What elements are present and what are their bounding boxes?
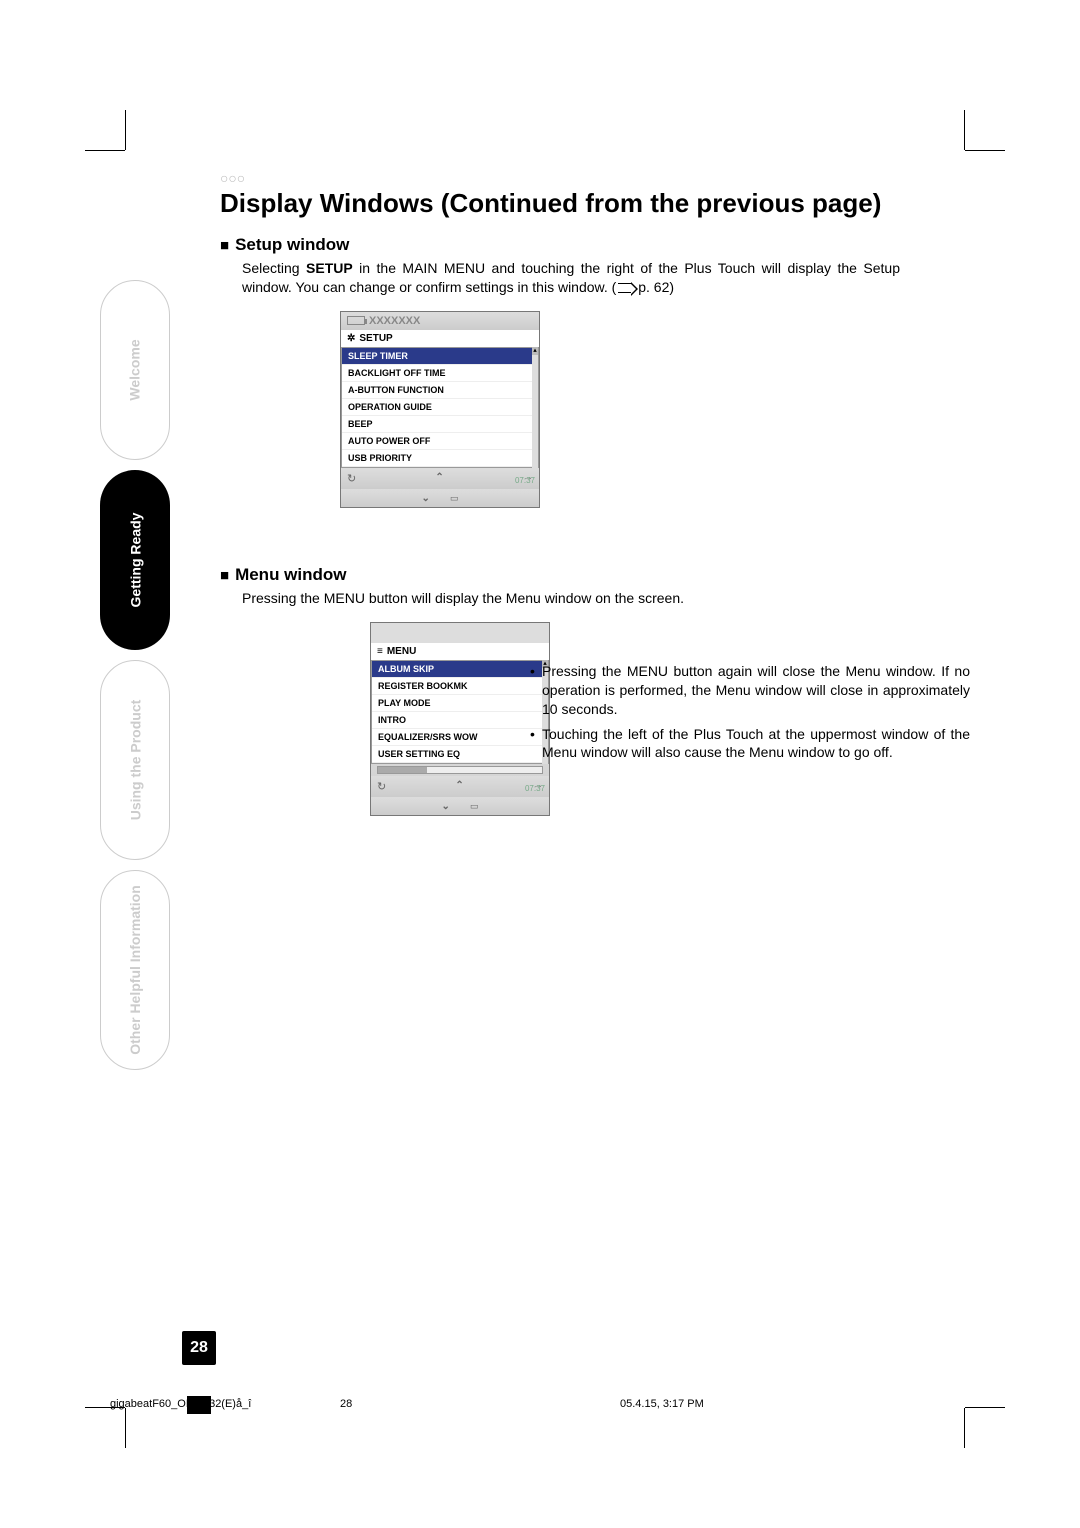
device-header-text: SETUP (359, 333, 392, 344)
list-item: BACKLIGHT OFF TIME (342, 365, 538, 382)
bullet-square-icon: ■ (220, 567, 229, 584)
rotate-icon (347, 472, 356, 485)
section-tabs-sidebar: Welcome Getting Ready Using the Product … (100, 280, 180, 1080)
device-list: SLEEP TIMER BACKLIGHT OFF TIME A-BUTTON … (341, 347, 539, 468)
list-item: INTRO (372, 712, 548, 729)
list-item: ALBUM SKIP (372, 661, 548, 678)
text: Selecting (242, 260, 306, 276)
setup-heading: ■ Setup window (220, 235, 900, 255)
setup-window-section: ■ Setup window Selecting SETUP in the MAI… (220, 235, 900, 508)
menu-bullet-list: Pressing the MENU button again will clos… (530, 662, 970, 768)
list-item: USER SETTING EQ (372, 746, 548, 763)
page-ref-arrow-icon (618, 283, 632, 293)
volume-indicator (377, 766, 543, 774)
list-item: REGISTER BOOKMK (372, 678, 548, 695)
bullet-item: Pressing the MENU button again will clos… (530, 662, 970, 719)
device-header: ✲ SETUP (341, 330, 539, 347)
crop-mark (965, 150, 1005, 151)
page-content: ○ ○ ○ Display Windows (Continued from th… (140, 170, 940, 1370)
crop-mark (965, 1407, 1005, 1408)
scrollbar: ▴ (532, 347, 538, 468)
tab-label: Other Helpful Information (127, 885, 143, 1055)
rotate-icon (377, 780, 386, 793)
tab-label: Welcome (127, 339, 143, 400)
page-title: Display Windows (Continued from the prev… (220, 188, 881, 219)
list-item: OPERATION GUIDE (342, 399, 538, 416)
window-icon (470, 801, 479, 812)
device-status-bar (371, 623, 549, 643)
device-list: ALBUM SKIP REGISTER BOOKMK PLAY MODE INT… (371, 660, 549, 764)
device-footer-row (341, 489, 539, 507)
device-footer-row (371, 797, 549, 815)
menu-device-mockup: ≡ MENU ALBUM SKIP REGISTER BOOKMK PLAY M… (370, 622, 550, 816)
page-number-badge: 28 (182, 1331, 216, 1365)
chevron-up-icon (455, 780, 463, 793)
text: p. 62) (634, 279, 674, 295)
list-item: SLEEP TIMER (342, 348, 538, 365)
tab-label: Getting Ready (127, 513, 143, 608)
text-bold: SETUP (306, 260, 353, 276)
device-header: ≡ MENU (371, 643, 549, 660)
setup-device-mockup: XXXXXXX ✲ SETUP SLEEP TIMER BACKLIGHT OF… (340, 311, 540, 508)
list-item: AUTO POWER OFF (342, 433, 538, 450)
gear-icon: ✲ (347, 333, 355, 344)
crop-mark (125, 110, 126, 150)
device-footer (341, 468, 539, 489)
device-title: XXXXXXX (369, 315, 420, 327)
list-item: EQUALIZER/SRS WOW (372, 729, 548, 746)
menu-window-section: ■ Menu window Pressing the MENU button wi… (220, 565, 900, 816)
list-item: BEEP (342, 416, 538, 433)
device-time: 07:37 (525, 784, 545, 793)
footer-date: 05.4.15, 3:17 PM (620, 1398, 704, 1410)
bullet-item: Touching the left of the Plus Touch at t… (530, 725, 970, 763)
crop-mark (964, 1408, 965, 1448)
window-icon (450, 493, 459, 504)
bullet-square-icon: ■ (220, 237, 229, 254)
chevron-down-icon (442, 801, 450, 812)
tab-using-product: Using the Product (100, 660, 170, 860)
heading-text: Menu window (235, 565, 346, 584)
list-item: USB PRIORITY (342, 450, 538, 467)
tab-getting-ready: Getting Ready (100, 470, 170, 650)
scroll-up-icon: ▴ (532, 347, 538, 355)
battery-icon (347, 316, 365, 325)
tab-other-info: Other Helpful Information (100, 870, 170, 1070)
chevron-up-icon (435, 472, 443, 485)
footer-metadata: gigabeatF60_OP16-32(E)å_î 28 05.4.15, 3:… (110, 1398, 970, 1410)
menu-heading: ■ Menu window (220, 565, 900, 585)
device-status-bar: XXXXXXX (341, 312, 539, 330)
list-item: A-BUTTON FUNCTION (342, 382, 538, 399)
crop-mark (85, 150, 125, 151)
footer-page: 28 (340, 1398, 620, 1410)
list-item: PLAY MODE (372, 695, 548, 712)
decorative-dots: ○ ○ ○ (220, 170, 243, 186)
tab-welcome: Welcome (100, 280, 170, 460)
heading-text: Setup window (235, 235, 349, 254)
menu-icon: ≡ (377, 646, 383, 657)
device-header-text: MENU (387, 646, 416, 657)
chevron-down-icon (422, 493, 430, 504)
device-time: 07:37 (515, 476, 535, 485)
menu-body-text: Pressing the MENU button will display th… (242, 589, 900, 608)
device-footer (371, 776, 549, 797)
setup-body-text: Selecting SETUP in the MAIN MENU and tou… (242, 259, 900, 297)
crop-mark (964, 110, 965, 150)
footer-filename: gigabeatF60_OP16-32(E)å_î (110, 1398, 340, 1410)
tab-label: Using the Product (127, 700, 143, 821)
crop-mark (125, 1408, 126, 1448)
